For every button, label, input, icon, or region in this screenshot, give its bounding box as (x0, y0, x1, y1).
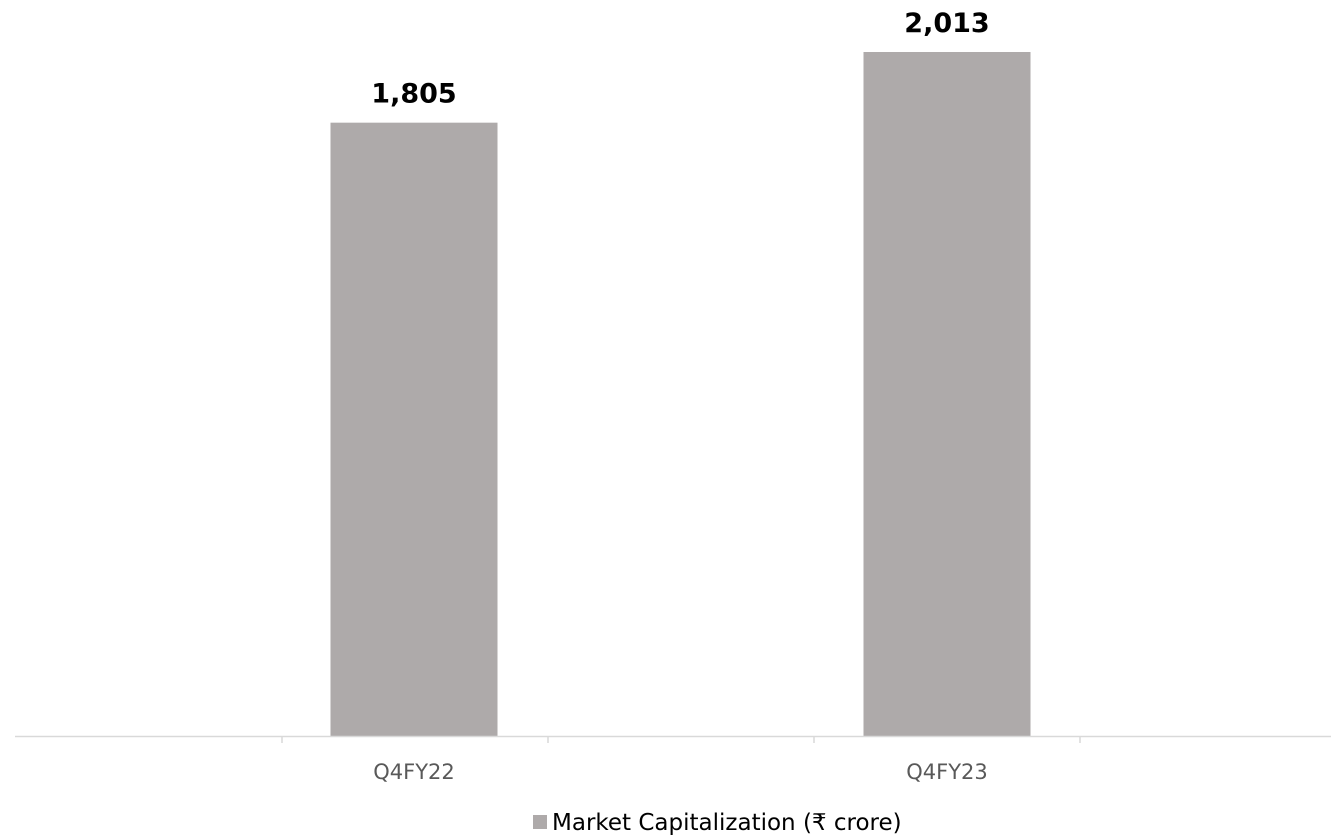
legend-label: Market Capitalization (₹ crore) (552, 810, 902, 836)
legend-swatch (533, 815, 547, 829)
bars-layer (330, 52, 1031, 736)
data-label-q4fy22: 1,805 (371, 79, 456, 110)
x-tick-label-q4fy22: Q4FY22 (373, 760, 455, 784)
data-label-q4fy23: 2,013 (904, 8, 989, 39)
bar-q4fy22 (330, 122, 498, 736)
x-tick-label-q4fy23: Q4FY23 (906, 760, 988, 784)
legend: Market Capitalization (₹ crore) (533, 810, 902, 836)
data-labels-layer: 1,805 2,013 (371, 8, 989, 110)
bar-q4fy23 (863, 52, 1031, 736)
x-axis: Q4FY22 Q4FY23 (15, 735, 1331, 784)
